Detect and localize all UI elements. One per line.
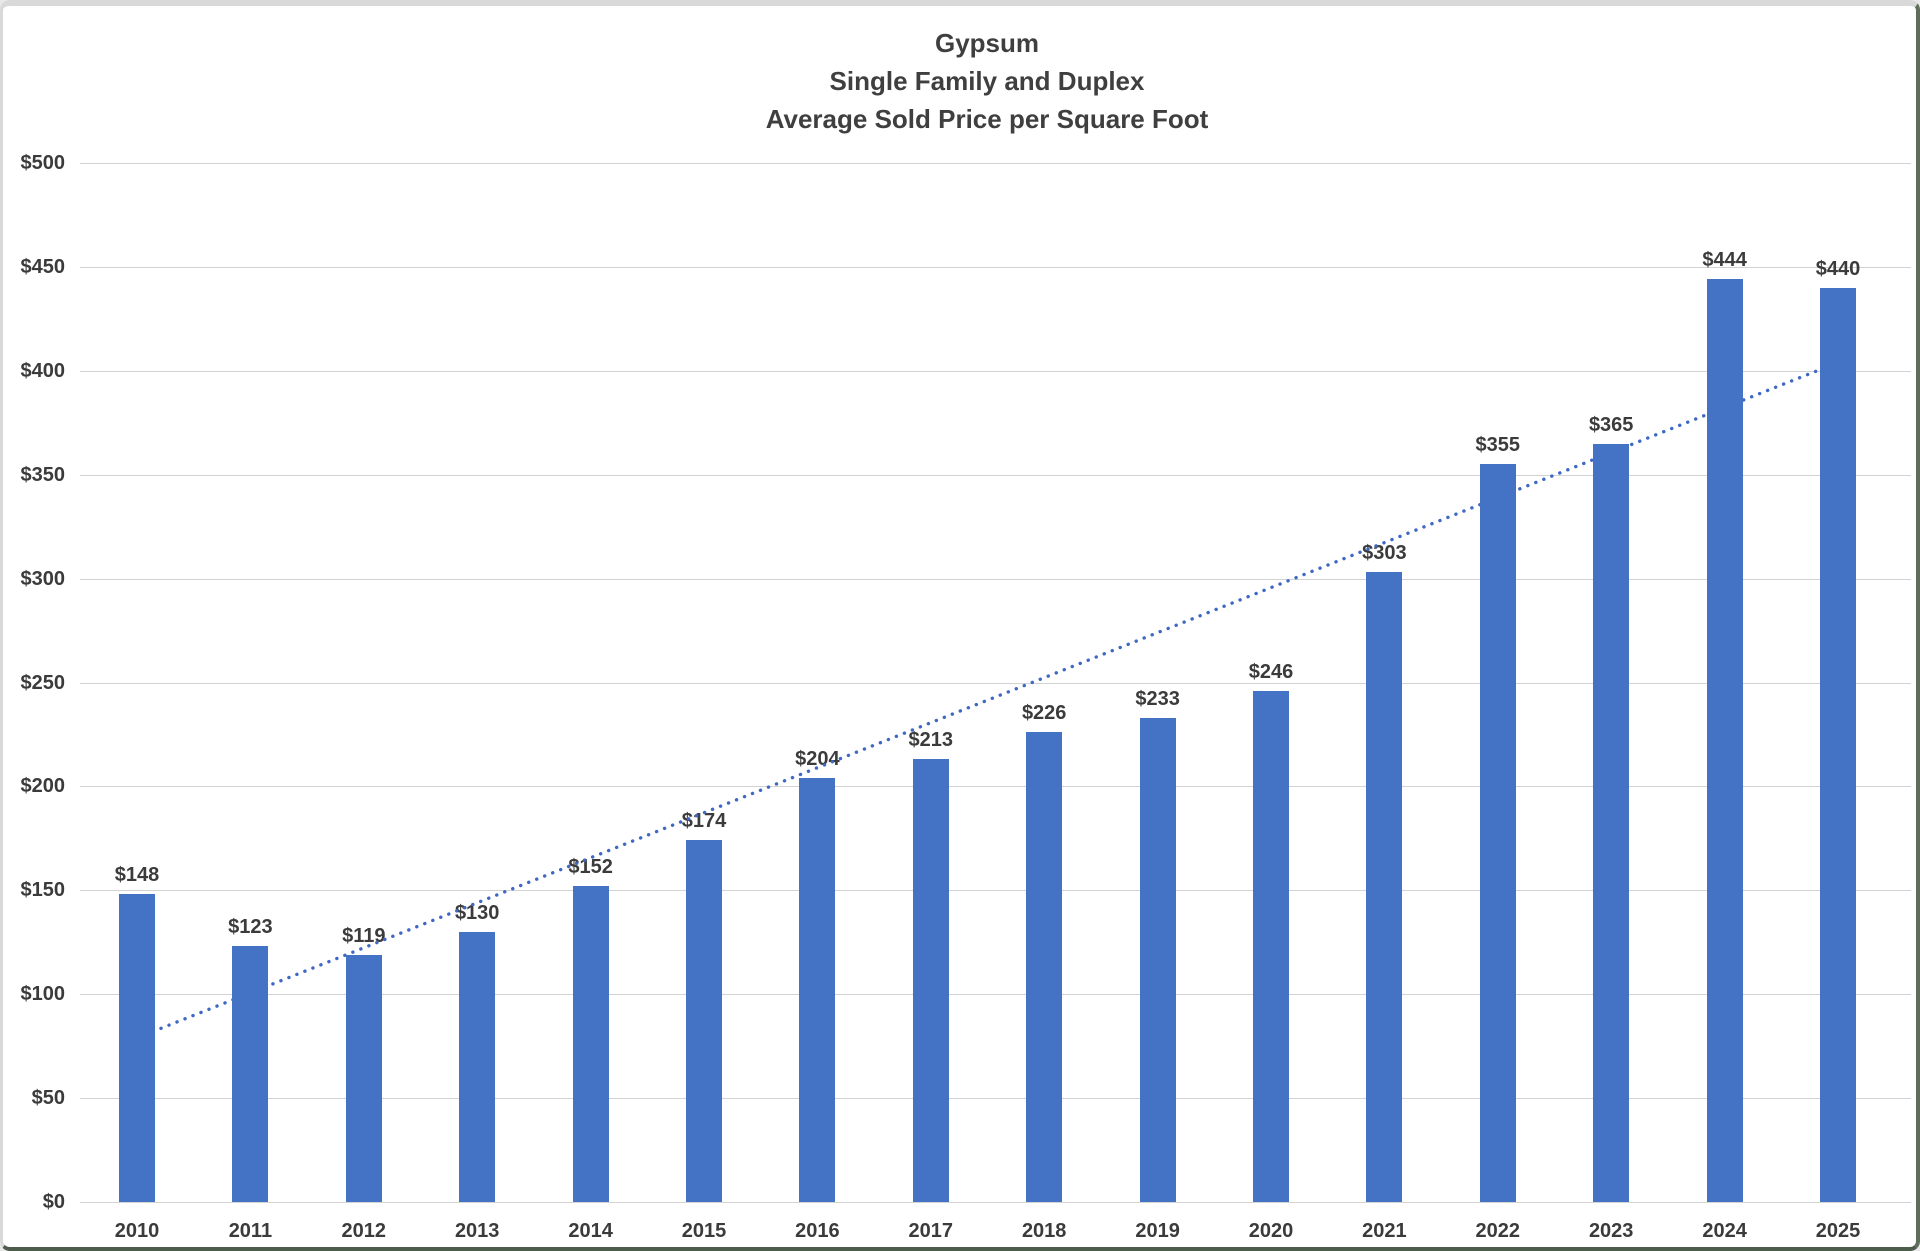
bar-2022 bbox=[1479, 464, 1516, 1202]
x-axis-tick-label: 2019 bbox=[1135, 1220, 1180, 1242]
x-axis-tick-label: 2016 bbox=[795, 1220, 840, 1242]
bar-value-label: $204 bbox=[795, 748, 840, 771]
bar-2011 bbox=[232, 946, 269, 1202]
bar-2020 bbox=[1253, 690, 1289, 1202]
x-axis-tick-label: 2010 bbox=[114, 1220, 160, 1242]
y-gridline bbox=[80, 994, 1911, 996]
x-axis-tick-label: 2023 bbox=[1588, 1220, 1634, 1242]
bar-value-label: $174 bbox=[681, 810, 727, 833]
y-axis-tick-label: $350 bbox=[20, 463, 66, 486]
bar-value-label: $119 bbox=[342, 924, 386, 947]
bar-2012 bbox=[345, 954, 382, 1202]
bar-value-label: $246 bbox=[1248, 660, 1294, 683]
bar-2019 bbox=[1139, 717, 1176, 1202]
y-axis-tick-label: $450 bbox=[20, 255, 66, 278]
bar-value-label: $440 bbox=[1815, 257, 1861, 280]
bar-2021 bbox=[1366, 572, 1403, 1202]
y-gridline bbox=[80, 370, 1911, 372]
x-axis-tick-label: 2017 bbox=[908, 1220, 954, 1242]
bar-value-label: $355 bbox=[1475, 434, 1521, 457]
bar-2016 bbox=[799, 778, 836, 1202]
y-axis-tick-label: $200 bbox=[20, 775, 66, 798]
y-gridline bbox=[80, 474, 1911, 476]
x-axis-tick-label: 2024 bbox=[1702, 1220, 1747, 1242]
bar-value-label: $123 bbox=[228, 916, 273, 939]
bar-2017 bbox=[912, 759, 949, 1202]
y-axis-tick-label: $300 bbox=[20, 567, 66, 590]
x-axis-tick-label: 2013 bbox=[454, 1220, 500, 1242]
trendline bbox=[135, 360, 1840, 1040]
x-axis-tick-label: 2022 bbox=[1475, 1220, 1521, 1242]
chart-title: Gypsum Single Family and Duplex Average … bbox=[80, 24, 1894, 138]
bar-value-label: $148 bbox=[114, 864, 160, 887]
chart-title-line-3: Average Sold Price per Square Foot bbox=[765, 104, 1209, 134]
y-gridline bbox=[80, 578, 1911, 580]
x-axis-tick-label: 2020 bbox=[1248, 1220, 1294, 1242]
x-axis-tick-label: 2025 bbox=[1815, 1220, 1861, 1242]
bar-value-label: $152 bbox=[568, 856, 613, 879]
bar-2025 bbox=[1820, 287, 1856, 1202]
y-gridline bbox=[80, 1098, 1911, 1100]
y-gridline bbox=[80, 266, 1911, 268]
x-axis-tick-label: 2012 bbox=[341, 1220, 387, 1242]
bar-2014 bbox=[572, 886, 609, 1202]
bar-2018 bbox=[1026, 732, 1063, 1202]
y-gridline bbox=[80, 890, 1911, 892]
bar-value-label: $213 bbox=[908, 729, 954, 752]
chart-title-line-1: Gypsum bbox=[934, 28, 1040, 58]
y-axis-tick-label: $500 bbox=[20, 152, 66, 174]
x-axis-tick-label: 2015 bbox=[681, 1220, 727, 1242]
y-gridline bbox=[80, 786, 1911, 788]
x-axis-tick-label: 2011 bbox=[228, 1220, 273, 1242]
chart-title-line-2: Single Family and Duplex bbox=[829, 66, 1145, 96]
y-axis-tick-label: $150 bbox=[20, 879, 66, 902]
y-axis-tick-label: $50 bbox=[31, 1087, 65, 1110]
bar-2015 bbox=[686, 840, 722, 1202]
bar-value-label: $233 bbox=[1135, 687, 1180, 710]
bar-2023 bbox=[1593, 443, 1630, 1202]
bar-2013 bbox=[459, 931, 496, 1202]
y-axis-tick-label: $0 bbox=[42, 1191, 65, 1213]
x-axis-tick-label: 2014 bbox=[568, 1220, 613, 1242]
y-axis-tick-label: $100 bbox=[20, 983, 66, 1006]
bar-value-label: $365 bbox=[1588, 413, 1634, 436]
y-gridline bbox=[80, 163, 1911, 164]
y-gridline bbox=[80, 682, 1911, 684]
bar-value-label: $444 bbox=[1702, 249, 1747, 272]
y-gridline bbox=[80, 1202, 1911, 1203]
bar-2010 bbox=[119, 894, 155, 1202]
x-axis-tick-label: 2018 bbox=[1021, 1220, 1067, 1242]
bar-value-label: $226 bbox=[1021, 702, 1067, 725]
y-axis-tick-label: $400 bbox=[20, 359, 66, 382]
bar-2024 bbox=[1706, 279, 1743, 1202]
y-axis-tick-label: $250 bbox=[20, 671, 66, 694]
bar-value-label: $303 bbox=[1362, 542, 1407, 565]
x-axis-tick-label: 2021 bbox=[1362, 1220, 1407, 1242]
